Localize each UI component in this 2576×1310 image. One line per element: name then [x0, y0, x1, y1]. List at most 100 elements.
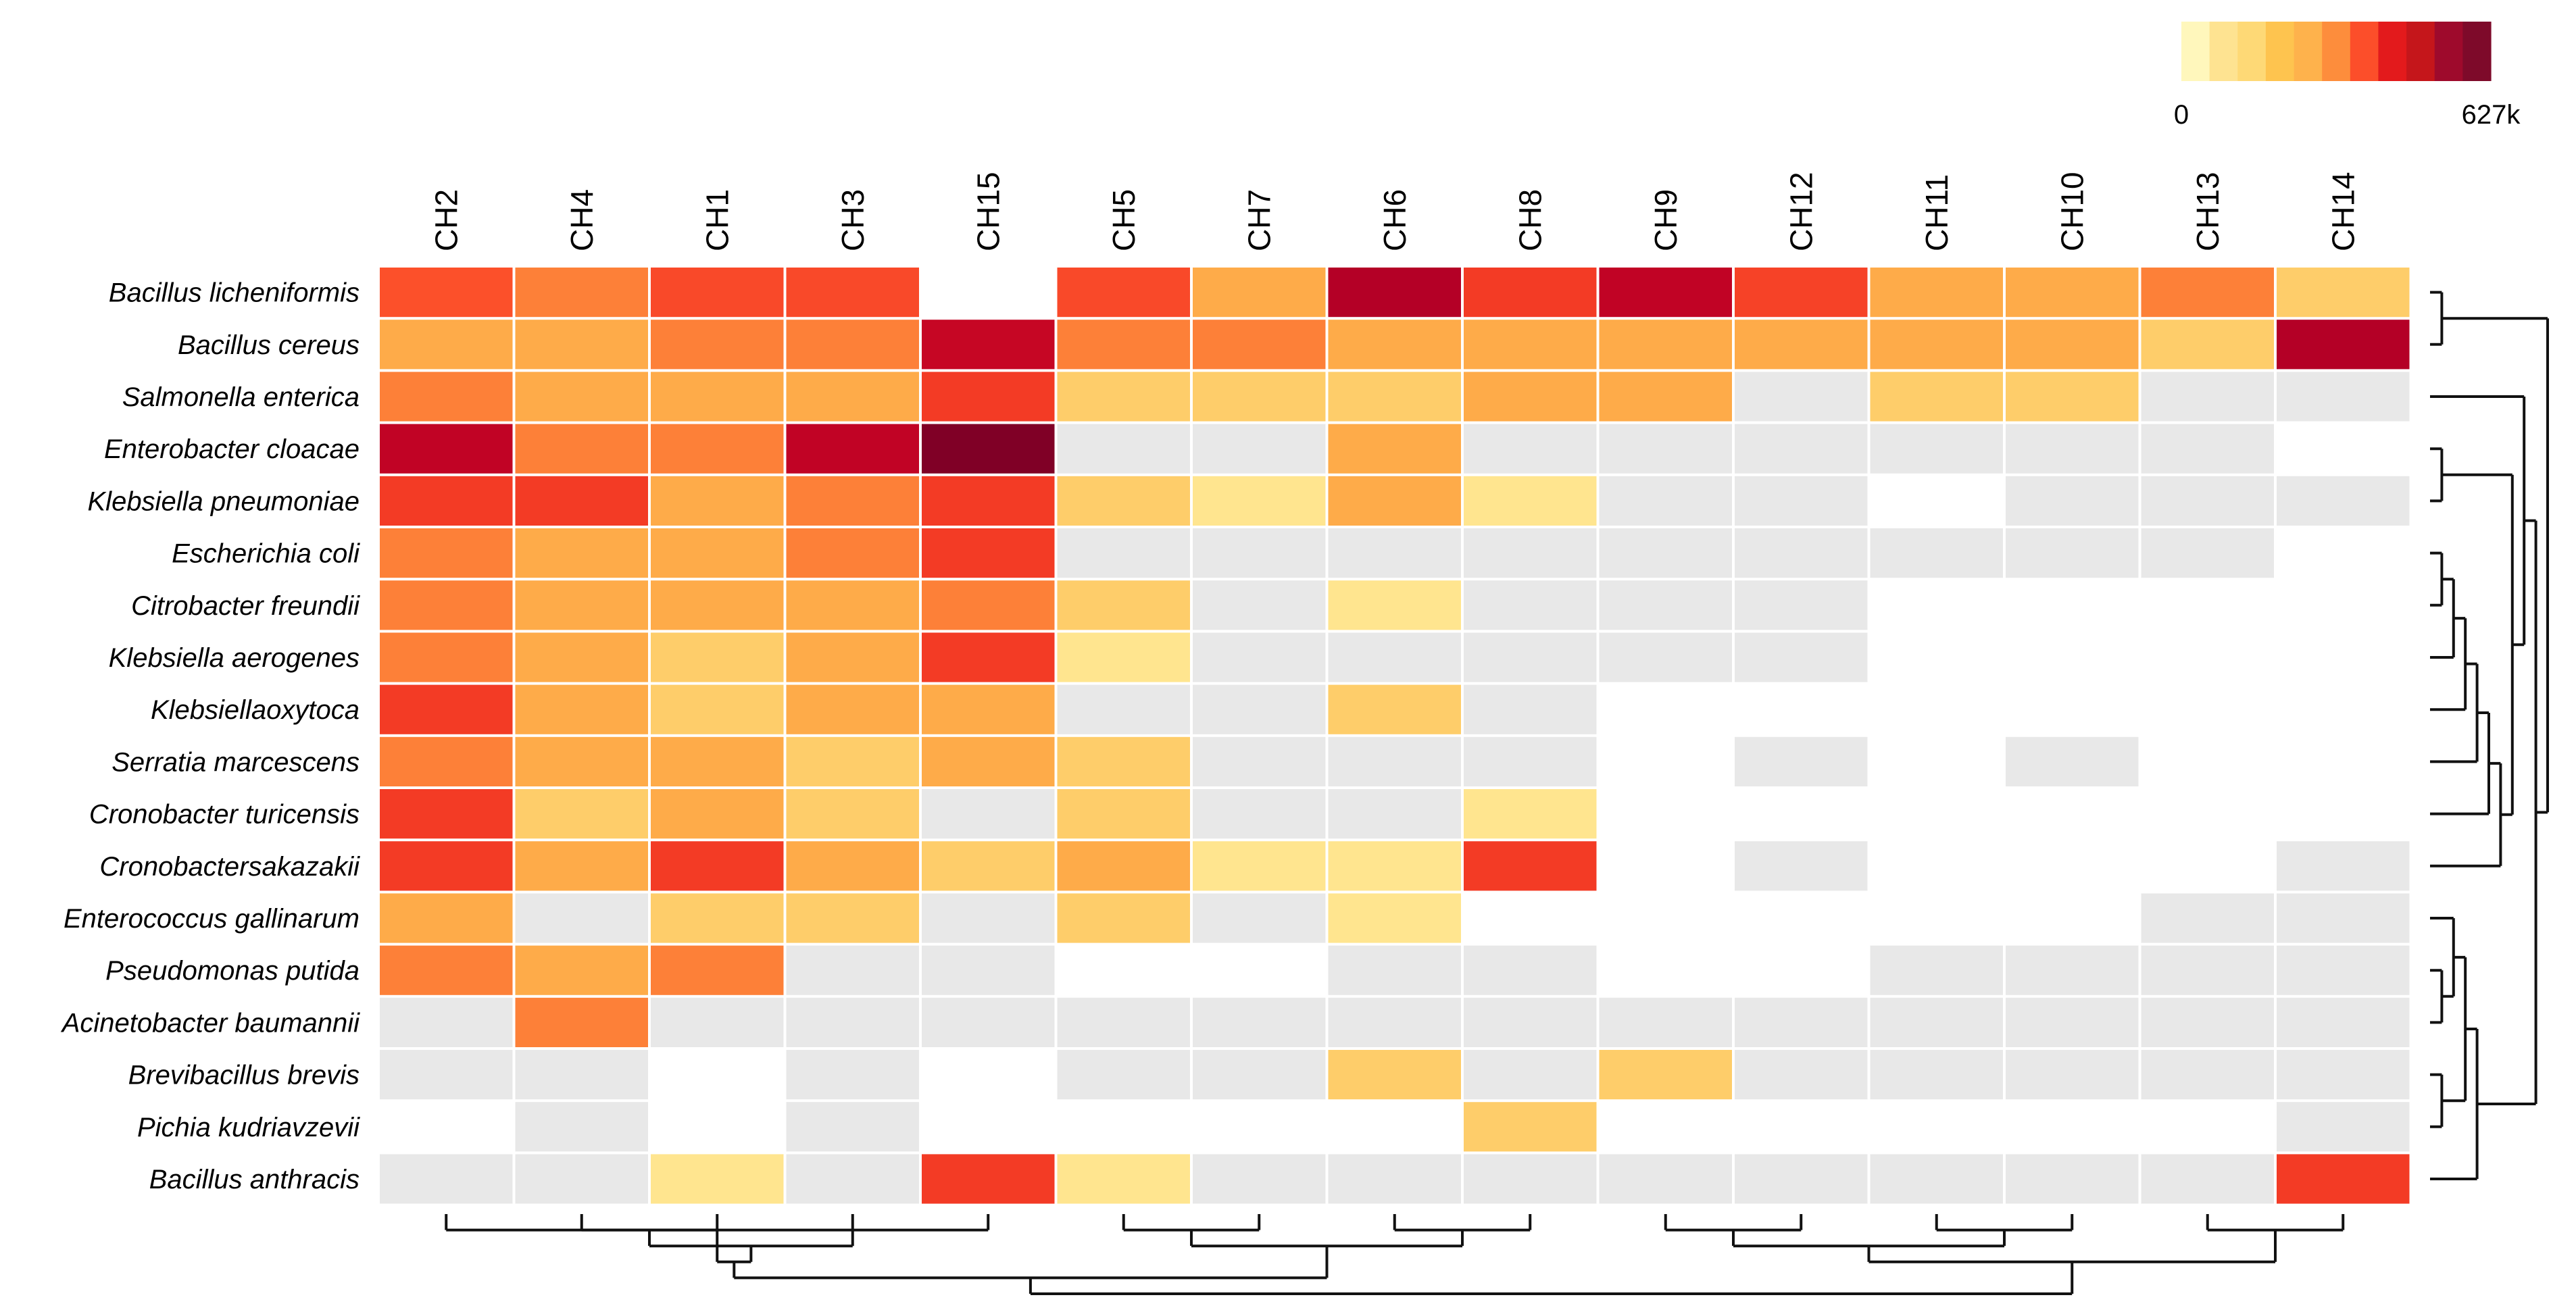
legend-swatch — [2265, 22, 2295, 81]
row-label-serratia-marcescens: Serratia marcescens — [112, 747, 360, 777]
heatmap-cell — [922, 580, 1055, 630]
legend-swatch — [2209, 22, 2238, 81]
heatmap-cell — [1464, 372, 1597, 422]
heatmap-cell — [1193, 580, 1326, 630]
heatmap-cell — [786, 528, 919, 578]
legend-swatch — [2350, 22, 2379, 81]
heatmap-cell — [1599, 997, 1732, 1047]
heatmap-cell — [1193, 997, 1326, 1047]
heatmap-cell — [1464, 268, 1597, 318]
heatmap-cell — [1599, 476, 1732, 526]
heatmap-cell — [380, 372, 513, 422]
heatmap-cell — [786, 893, 919, 943]
heatmap-cell — [2006, 268, 2139, 318]
heatmap-cell — [1193, 1050, 1326, 1100]
heatmap-cell — [1328, 893, 1461, 943]
heatmap-cell — [1057, 684, 1190, 734]
heatmap-cell — [1464, 580, 1597, 630]
heatmap-cell — [1057, 1050, 1190, 1100]
column-label-ch7: CH7 — [1241, 189, 1277, 251]
heatmap-cell — [1057, 632, 1190, 682]
color-legend-swatches — [2181, 22, 2492, 81]
heatmap-cell — [1328, 1050, 1461, 1100]
column-label-ch14: CH14 — [2325, 172, 2360, 251]
heatmap-cell — [651, 684, 784, 734]
heatmap-cell — [1328, 736, 1461, 786]
heatmap-cell — [515, 476, 648, 526]
heatmap-cell — [786, 945, 919, 995]
heatmap-cell — [651, 1154, 784, 1204]
heatmap-cell — [651, 528, 784, 578]
heatmap-cell — [2006, 528, 2139, 578]
heatmap-cell — [380, 528, 513, 578]
heatmap-cell — [515, 789, 648, 839]
heatmap-cell — [1464, 684, 1597, 734]
row-label-cronobactersakazakii: Cronobactersakazakii — [99, 852, 360, 882]
heatmap-cell — [1599, 580, 1732, 630]
heatmap-cell — [1464, 997, 1597, 1047]
legend-swatch — [2237, 22, 2267, 81]
heatmap-cell — [2277, 1154, 2410, 1204]
heatmap-cell — [515, 320, 648, 370]
heatmap-cell — [1735, 1154, 1868, 1204]
heatmap-cell — [651, 476, 784, 526]
heatmap-cell — [922, 736, 1055, 786]
heatmap-cell — [786, 320, 919, 370]
heatmap-cell — [1328, 684, 1461, 734]
heatmap-cell — [651, 736, 784, 786]
heatmap-cell — [2141, 893, 2274, 943]
column-label-ch15: CH15 — [970, 172, 1006, 251]
heatmap-cell — [515, 1102, 648, 1152]
heatmap-cell — [1057, 736, 1190, 786]
heatmap-cell — [1328, 632, 1461, 682]
heatmap-cell — [1870, 528, 2003, 578]
heatmap-cell — [651, 632, 784, 682]
heatmap-cell — [1193, 1154, 1326, 1204]
row-dendrogram — [2430, 291, 2549, 1180]
heatmap-cell — [515, 893, 648, 943]
color-legend: 0 627k — [2174, 22, 2521, 130]
row-label-pichia-kudriavzevii: Pichia kudriavzevii — [137, 1113, 360, 1142]
legend-swatch — [2294, 22, 2323, 81]
heatmap-cell — [1193, 528, 1326, 578]
heatmap-cell — [515, 684, 648, 734]
heatmap-cell — [1057, 997, 1190, 1047]
heatmap-cell — [1057, 1154, 1190, 1204]
heatmap-cell — [786, 1050, 919, 1100]
heatmap-cell — [515, 580, 648, 630]
heatmap-cell — [1870, 372, 2003, 422]
heatmap-cell — [1193, 320, 1326, 370]
heatmap-cells — [380, 268, 2410, 1204]
heatmap-cell — [2277, 268, 2410, 318]
row-label-klebsiella-aerogenes: Klebsiella aerogenes — [109, 643, 360, 673]
heatmap-cell — [2141, 528, 2274, 578]
heatmap-cell — [1057, 320, 1190, 370]
column-label-ch6: CH6 — [1377, 189, 1412, 251]
heatmap-cell — [1057, 789, 1190, 839]
heatmap-cell — [1057, 268, 1190, 318]
row-label-brevibacillus-brevis: Brevibacillus brevis — [128, 1061, 360, 1090]
color-legend-max-label: 627k — [2462, 100, 2521, 130]
heatmap-cell — [1328, 945, 1461, 995]
heatmap-cell — [2141, 1154, 2274, 1204]
heatmap-cell — [651, 372, 784, 422]
row-label-salmonella-enterica: Salmonella enterica — [122, 382, 360, 412]
heatmap-cell — [786, 997, 919, 1047]
heatmap-cell — [1328, 320, 1461, 370]
heatmap-cell — [380, 320, 513, 370]
heatmap-cell — [515, 1050, 648, 1100]
heatmap-cell — [922, 789, 1055, 839]
row-label-cronobacter-turicensis: Cronobacter turicensis — [89, 800, 360, 830]
heatmap-cell — [2277, 372, 2410, 422]
heatmap-cell — [380, 476, 513, 526]
legend-swatch — [2378, 22, 2407, 81]
heatmap-cell — [2277, 997, 2410, 1047]
heatmap-cell — [1464, 1102, 1597, 1152]
heatmap-cell — [651, 320, 784, 370]
heatmap-cell — [651, 893, 784, 943]
column-label-ch10: CH10 — [2054, 172, 2089, 251]
heatmap-cell — [1735, 476, 1868, 526]
heatmap-cell — [515, 997, 648, 1047]
heatmap-cell — [2141, 320, 2274, 370]
